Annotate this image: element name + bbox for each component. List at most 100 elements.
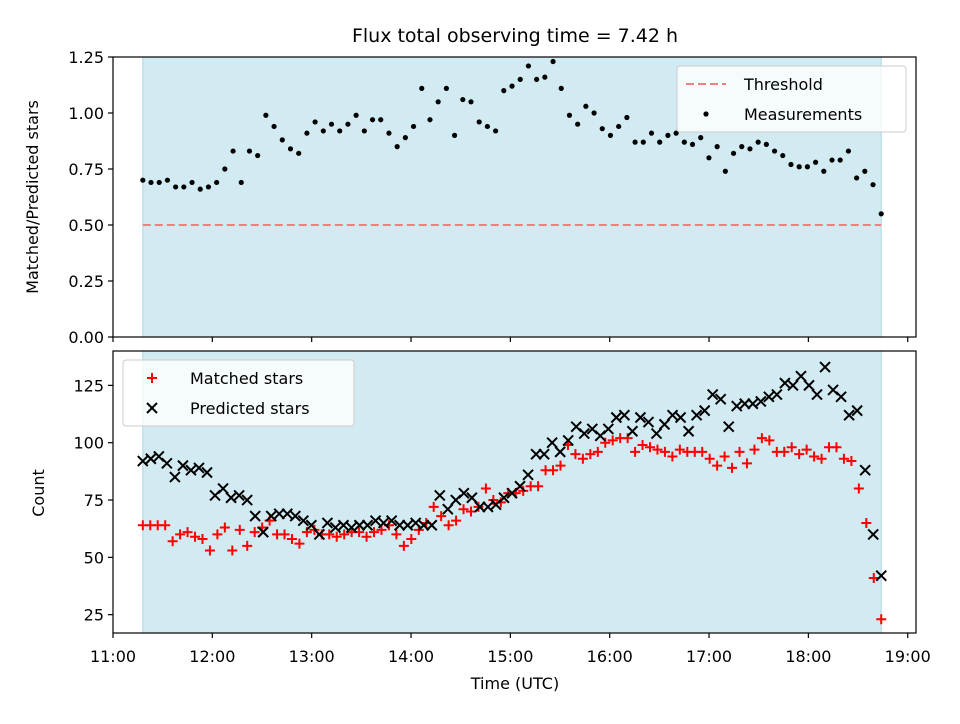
- data-point: [771, 148, 778, 154]
- data-point: [234, 524, 245, 535]
- data-point: [585, 449, 596, 460]
- data-point: [816, 453, 827, 464]
- data-point: [190, 531, 201, 542]
- data-point: [741, 458, 752, 469]
- data-point: [263, 112, 269, 118]
- data-point: [546, 436, 558, 449]
- data-point: [845, 148, 852, 154]
- top-y-axis-label: Matched/Predicted stars: [23, 100, 42, 294]
- y-tick-label: 125: [73, 376, 104, 395]
- legend: Matched stars Predicted stars: [122, 359, 355, 427]
- y-tick-label: 50: [84, 548, 104, 567]
- data-point: [419, 85, 425, 91]
- x-tick-label: 19:00: [885, 647, 931, 666]
- x-tick-label: 12:00: [189, 647, 235, 666]
- data-point: [846, 456, 857, 467]
- data-point: [466, 492, 478, 504]
- data-point: [642, 416, 655, 428]
- data-point: [517, 76, 523, 82]
- data-point: [763, 391, 775, 403]
- data-point: [304, 130, 310, 136]
- data-point: [867, 528, 879, 541]
- data-point: [265, 510, 277, 522]
- data-point: [167, 536, 178, 547]
- data-point: [145, 453, 157, 465]
- data-point: [339, 529, 350, 540]
- legend-label: Measurements: [744, 105, 862, 124]
- data-point: [674, 444, 685, 455]
- data-point: [442, 503, 454, 515]
- data-point: [460, 96, 466, 103]
- data-point: [837, 157, 843, 163]
- data-point: [755, 139, 761, 145]
- data-point: [796, 164, 802, 170]
- data-point: [197, 186, 203, 192]
- data-point: [804, 164, 810, 170]
- data-point: [854, 175, 860, 181]
- legend-label: Predicted stars: [190, 399, 310, 418]
- data-point: [204, 545, 215, 556]
- data-point: [337, 128, 343, 134]
- data-point: [443, 520, 454, 531]
- data-point: [246, 148, 253, 154]
- series-measurements: [140, 58, 884, 217]
- data-point: [831, 442, 842, 453]
- data-point: [626, 425, 639, 437]
- data-point: [427, 117, 433, 123]
- data-point: [169, 471, 181, 483]
- data-point: [734, 446, 745, 457]
- data-point: [878, 211, 884, 217]
- data-point: [835, 391, 847, 403]
- data-point: [706, 388, 719, 401]
- legend-marker: [147, 373, 157, 383]
- x-tick-label: 13:00: [289, 647, 335, 666]
- data-point: [673, 130, 679, 136]
- data-point: [583, 103, 589, 109]
- data-point: [755, 395, 767, 408]
- data-point: [853, 483, 864, 494]
- data-point: [763, 141, 769, 147]
- data-point: [809, 451, 820, 462]
- y-tick-label: 0.50: [68, 216, 104, 235]
- data-point: [297, 514, 310, 527]
- data-point: [689, 141, 696, 147]
- data-point: [279, 529, 290, 540]
- x-tick-label: 16:00: [587, 647, 633, 666]
- data-point: [369, 527, 380, 538]
- x-tick-label: 18:00: [785, 647, 831, 666]
- data-point: [779, 377, 791, 389]
- bottom-panel: 25 50 75 100 125 11:00 12:00 13:00 14:00 15:00 16:…: [73, 350, 931, 666]
- data-point: [473, 501, 484, 512]
- y-tick-label: 25: [84, 606, 104, 625]
- data-point: [286, 534, 297, 544]
- y-tick-label: 0.25: [68, 272, 104, 291]
- data-point: [324, 529, 335, 540]
- data-point: [233, 489, 245, 502]
- data-point: [173, 184, 179, 190]
- x-tick-label: 11:00: [90, 647, 136, 666]
- data-point: [819, 361, 831, 373]
- data-point: [550, 58, 556, 65]
- data-point: [217, 482, 229, 495]
- data-point: [747, 146, 753, 152]
- y-tick-label: 100: [73, 434, 104, 453]
- data-point: [787, 379, 799, 392]
- data-point: [230, 148, 236, 154]
- bottom-y-axis-label: Count: [29, 469, 48, 517]
- data-point: [181, 184, 187, 190]
- data-point: [652, 444, 663, 455]
- data-point: [391, 529, 402, 540]
- data-point: [764, 435, 775, 446]
- data-point: [257, 526, 269, 538]
- data-point: [747, 398, 759, 410]
- data-point: [227, 545, 238, 556]
- data-point: [156, 179, 162, 186]
- data-point: [779, 446, 790, 457]
- data-point: [214, 179, 220, 186]
- data-point: [618, 409, 631, 421]
- data-point: [538, 448, 550, 460]
- x-tick-label: 14:00: [388, 647, 434, 666]
- data-point: [722, 168, 728, 174]
- data-point: [312, 119, 318, 125]
- data-point: [698, 404, 711, 417]
